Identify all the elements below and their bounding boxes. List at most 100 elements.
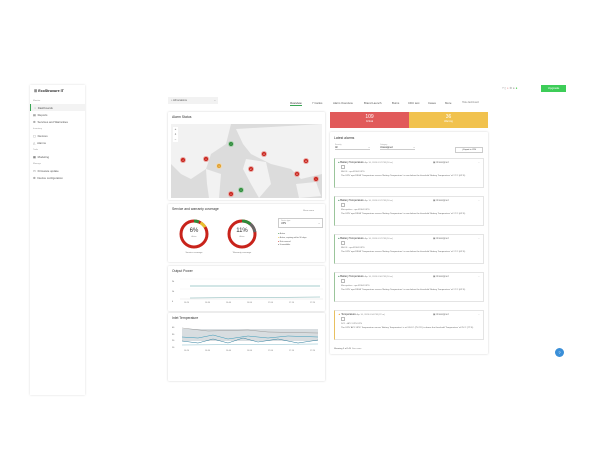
report-icon: ▤ (33, 112, 36, 117)
x-tick-label: 17:10 (289, 350, 295, 352)
alarm-message: The UPS 'apc41904I' Temperature sensor '… (341, 213, 466, 215)
upgrade-button[interactable]: Upgrade (541, 85, 566, 92)
alarm-header: ● Battery Temperature Apr 10, 2024 6:56 … (338, 275, 393, 278)
chevron-down-icon[interactable]: ⌄ (477, 313, 480, 316)
chevron-down-icon: ⌄ (317, 222, 320, 225)
tab-burns[interactable]: Burns (392, 101, 400, 105)
select-label: Device type (281, 220, 291, 222)
world-map[interactable]: +⌖− 7844712328332225 (171, 124, 322, 198)
tag-icon: ▣ (433, 237, 436, 240)
alarm-marker[interactable]: 8 (203, 156, 209, 162)
user-icon[interactable]: ● (512, 86, 515, 90)
tab-alarm-overview[interactable]: Alarm Overview (333, 101, 353, 105)
menu-icon[interactable]: ☰ (34, 89, 39, 93)
hide-dashboard-button[interactable]: Hide dashboard (462, 101, 479, 104)
alarm-marker[interactable]: 47 (248, 166, 254, 172)
alarm-marker[interactable]: 8 (228, 191, 234, 197)
tab-cdu-test[interactable]: CDU test (408, 101, 420, 105)
alarm-marker[interactable]: 12 (261, 151, 267, 157)
alarm-marker[interactable]: 5 (313, 176, 319, 182)
card-title: Alarm Status (172, 115, 192, 119)
sidebar-item-modeling[interactable]: ▦ Modeling (33, 154, 50, 159)
device-icon (341, 279, 345, 283)
sidebar-item-reports[interactable]: ▤ Reports (33, 112, 48, 117)
tick-label: 10 (172, 346, 175, 349)
sidebar-item-devices[interactable]: ▢ Devices (33, 133, 48, 138)
severity-filter[interactable]: Severity All ⌄ (335, 144, 370, 150)
tick-label: 30 (172, 333, 175, 336)
device-icon (341, 165, 345, 169)
legend-label: Not covered (279, 240, 291, 243)
alarm-status[interactable]: ▣ Unassigned (433, 161, 449, 164)
help-icon[interactable]: ? (502, 86, 504, 90)
sidebar-item-alarms[interactable]: △ Alarms (33, 140, 46, 145)
tab-cases[interactable]: Cases (428, 101, 436, 105)
alarm-message: The UPS 'APC UPS' Temperature sensor 'Ba… (341, 327, 474, 329)
device-type-select[interactable]: Device type UPS ⌄ (278, 218, 323, 228)
sidebar-item-services[interactable]: ⚙ Services and Warranties (33, 119, 68, 124)
sidebar-item-firmware[interactable]: ▭ Firmware update (33, 168, 59, 173)
section-label: Manage (33, 163, 41, 165)
show-more-link[interactable]: Show more (303, 210, 315, 212)
chevron-down-icon[interactable]: ⌄ (477, 275, 480, 278)
chevron-down-icon[interactable]: ⌄ (477, 199, 480, 202)
tick-label: 0 (172, 301, 174, 303)
alarm-message: The UPS 'apc41904I' Temperature sensor '… (341, 175, 466, 177)
x-tick-label: 17:10 (289, 302, 295, 304)
help-chat-button[interactable]: ? (555, 348, 564, 357)
alarm-status[interactable]: ▣ Unassigned (433, 275, 449, 278)
legend-swatch: ● (278, 244, 280, 247)
tab-carlos[interactable]: 7 Carlos (312, 101, 323, 105)
settings-icon[interactable]: ⚙ (509, 86, 513, 90)
critical-count[interactable]: 109 Critical (330, 112, 409, 128)
tab-brand-launch[interactable]: Brand Launch (364, 101, 382, 105)
tag-icon: ▣ (433, 161, 436, 164)
sidebar-item-dashboards[interactable]: ◔ Dashboards (30, 104, 85, 111)
notification-icon[interactable]: ♪ (507, 86, 509, 90)
category-filter[interactable]: Category Unassigned ⌄ (380, 144, 415, 150)
see-more-link[interactable]: See more (352, 348, 362, 350)
alarm-item[interactable]: ● Battery Temperature Apr 10, 2024 6:57 … (334, 158, 484, 188)
device-icon: ▢ (33, 133, 36, 138)
alarm-marker[interactable]: 33 (303, 158, 309, 164)
card-title: Inlet Temperature (172, 316, 199, 320)
alarm-time: Apr 10, 2024 6:57 PM (16 m) (364, 200, 393, 202)
alarm-marker[interactable]: 22 (294, 171, 300, 177)
alarm-status[interactable]: ▣ Unassigned (433, 313, 449, 316)
chevron-down-icon[interactable]: ⌄ (477, 237, 480, 240)
header-icons: ? ▯ ♪ ⚙ ● ● (502, 86, 517, 90)
chevron-down-icon[interactable]: ⌄ (477, 161, 480, 164)
alarm-device: Micropolem - apc41904I UPS (341, 285, 370, 287)
modeling-icon: ▦ (33, 154, 36, 159)
alarm-header: ● Battery Temperature Apr 10, 2024 6:57 … (338, 237, 393, 240)
tick-label: 40 (172, 327, 175, 329)
alarm-marker[interactable]: 4 (180, 157, 186, 163)
warning-count[interactable]: 36 Warning (409, 112, 488, 128)
alarm-item[interactable]: ● Battery Temperature Apr 10, 2024 6:56 … (334, 272, 484, 302)
sidebar-item-config[interactable]: ⚙ Device configuration (33, 175, 63, 180)
alarm-marker[interactable]: 3 (216, 163, 222, 169)
range-band (182, 329, 318, 341)
docs-icon[interactable]: ▯ (504, 86, 507, 90)
alarm-marker[interactable]: 7 (228, 141, 234, 147)
alarm-item[interactable]: ● Battery Temperature Apr 10, 2024 6:57 … (334, 196, 484, 226)
filter-value: All (335, 146, 338, 149)
sidebar: ☰ EcoStruxure IT Monitor ◔ Dashboards ▤ Re… (30, 85, 85, 395)
warning-label: Warning (444, 120, 453, 123)
tab-more[interactable]: More (445, 101, 452, 105)
zoom-in-button[interactable]: + (174, 127, 177, 131)
status-dot-icon: ● (338, 199, 341, 202)
location-select[interactable]: ⌕ All locations ⌄ (168, 97, 218, 104)
tab-overview[interactable]: Overview (290, 101, 302, 106)
zoom-controls[interactable]: + ⌖ − (173, 127, 178, 142)
export-csv-button[interactable]: ⤓ Export to CSV (455, 147, 483, 153)
alarm-status[interactable]: ▣ Unassigned (433, 199, 449, 202)
alarm-item[interactable]: ● Battery Temperature Apr 10, 2024 6:57 … (334, 234, 484, 264)
legend-swatch: ● (278, 233, 280, 235)
y-axis: 2k 1k 0 (172, 277, 174, 307)
alarm-item[interactable]: ▲ Temperature Apr 10, 2024 6:50 PM (22 m… (334, 310, 484, 340)
alarm-status[interactable]: ▣ Unassigned (433, 237, 449, 240)
alarm-marker[interactable]: 2 (238, 187, 244, 193)
locate-button[interactable]: ⌖ (174, 132, 177, 136)
zoom-out-button[interactable]: − (174, 137, 177, 141)
